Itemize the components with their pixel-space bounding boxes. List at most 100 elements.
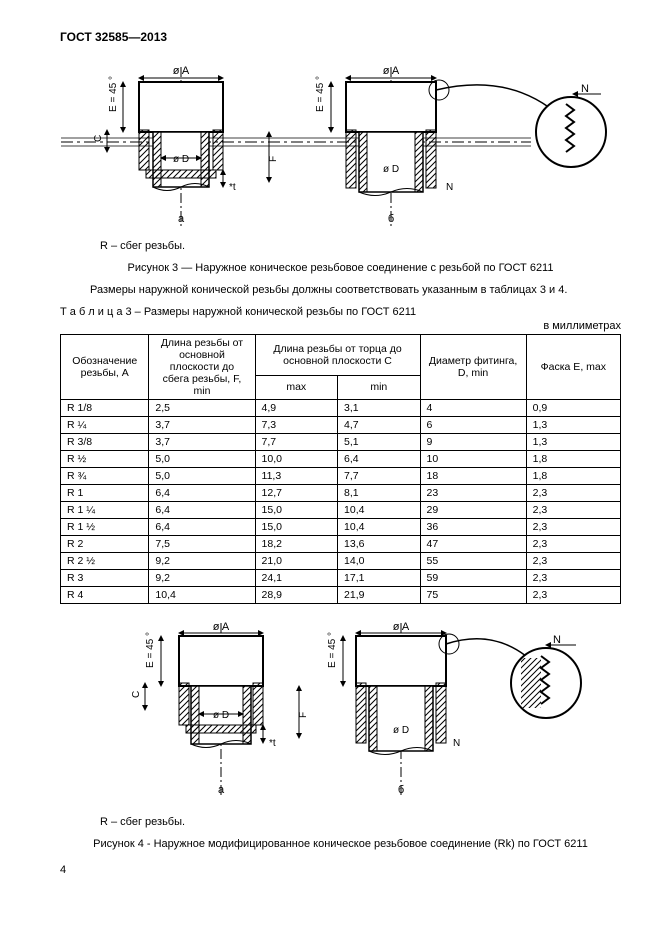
svg-text:E = 45 °: E = 45 °: [327, 632, 338, 668]
label-diaD: ø D: [172, 154, 188, 165]
table-cell: 2,3: [526, 553, 620, 570]
table-cell: 3,7: [149, 417, 255, 434]
table-cell: 2,3: [526, 536, 620, 553]
label-diaD-b: ø D: [382, 164, 398, 175]
table-cell: 36: [420, 519, 526, 536]
svg-text:*t: *t: [269, 738, 276, 749]
table-cell: 9,2: [149, 553, 255, 570]
table-cell: R 1 ¼: [61, 502, 149, 519]
table-cell: 0,9: [526, 400, 620, 417]
table-cell: R 1: [61, 485, 149, 502]
table-cell: 1,3: [526, 417, 620, 434]
svg-text:ø D: ø D: [392, 725, 408, 736]
table-row: R 27,518,213,6472,3: [61, 536, 621, 553]
table-cell: 7,5: [149, 536, 255, 553]
table-cell: 28,9: [255, 587, 338, 604]
th-f: Длина резьбы от основной плоскости до сб…: [149, 335, 255, 400]
table-row: R 3/83,77,75,191,3: [61, 434, 621, 451]
fig3-caption: Рисунок 3 — Наружное коническое резьбово…: [60, 262, 621, 274]
detail-n-label: N: [581, 83, 589, 95]
doc-header: ГОСТ 32585—2013: [60, 30, 621, 44]
th-cmax: max: [255, 375, 338, 399]
table-cell: 8,1: [338, 485, 421, 502]
body-text-1: Размеры наружной конической резьбы должн…: [90, 284, 621, 296]
table-cell: R 1 ½: [61, 519, 149, 536]
table-cell: 75: [420, 587, 526, 604]
table-cell: 2,3: [526, 570, 620, 587]
table-cell: 5,0: [149, 468, 255, 485]
table-cell: 6,4: [149, 502, 255, 519]
table-cell: 5,0: [149, 451, 255, 468]
table3-units: в миллиметрах: [60, 320, 621, 332]
table-cell: R ¾: [61, 468, 149, 485]
table-cell: R ¼: [61, 417, 149, 434]
table-cell: 15,0: [255, 519, 338, 536]
table-cell: 4,9: [255, 400, 338, 417]
table-cell: 23: [420, 485, 526, 502]
svg-text:ø A: ø A: [392, 621, 409, 633]
fig4-note: R – сбег резьбы.: [100, 816, 621, 828]
table-cell: 3,7: [149, 434, 255, 451]
table-row: R ¼3,77,34,761,3: [61, 417, 621, 434]
table-cell: R 4: [61, 587, 149, 604]
table-cell: 7,7: [255, 434, 338, 451]
label-e45: E = 45 °: [108, 76, 119, 112]
table-cell: 17,1: [338, 570, 421, 587]
svg-text:ø D: ø D: [212, 710, 228, 721]
table-cell: 2,3: [526, 587, 620, 604]
th-cmin: min: [338, 375, 421, 399]
table-cell: 6,4: [149, 485, 255, 502]
table-row: R 16,412,78,1232,3: [61, 485, 621, 502]
table-cell: R ½: [61, 451, 149, 468]
table-cell: 9: [420, 434, 526, 451]
table-cell: 6,4: [338, 451, 421, 468]
table-cell: 11,3: [255, 468, 338, 485]
table-cell: 5,1: [338, 434, 421, 451]
svg-text:N: N: [553, 634, 561, 646]
table-cell: 24,1: [255, 570, 338, 587]
table-cell: 18,2: [255, 536, 338, 553]
table-cell: 2,3: [526, 485, 620, 502]
table-cell: 10,0: [255, 451, 338, 468]
svg-text:ø A: ø A: [212, 621, 229, 633]
table-row: R 2 ½9,221,014,0552,3: [61, 553, 621, 570]
table-cell: R 2: [61, 536, 149, 553]
svg-text:F: F: [298, 712, 309, 718]
table-cell: 1,8: [526, 468, 620, 485]
label-n-b: N: [446, 182, 453, 193]
table-cell: 7,3: [255, 417, 338, 434]
label-diaA: ø A: [172, 65, 189, 77]
svg-text:C: C: [131, 691, 142, 698]
table-row: R 1 ¼6,415,010,4292,3: [61, 502, 621, 519]
table-row: R ¾5,011,37,7181,8: [61, 468, 621, 485]
label-f: F: [268, 156, 279, 162]
table-cell: 10,4: [149, 587, 255, 604]
table-cell: 21,9: [338, 587, 421, 604]
table-cell: 6,4: [149, 519, 255, 536]
table-cell: R 3: [61, 570, 149, 587]
table-cell: 4: [420, 400, 526, 417]
label-e45-b: E = 45 °: [315, 76, 326, 112]
table-cell: 18: [420, 468, 526, 485]
table-cell: 1,8: [526, 451, 620, 468]
fig4-caption: Рисунок 4 - Наружное модифицированное ко…: [60, 838, 621, 850]
table-cell: 9,2: [149, 570, 255, 587]
table-cell: 59: [420, 570, 526, 587]
figure-3: ø A ø D E = 45 ° C *t а F: [60, 62, 621, 232]
table-cell: 2,3: [526, 502, 620, 519]
label-c: C: [93, 135, 104, 142]
label-t: *t: [229, 182, 236, 193]
table-cell: 1,3: [526, 434, 620, 451]
table-cell: 4,7: [338, 417, 421, 434]
table-cell: R 3/8: [61, 434, 149, 451]
table-cell: 2,3: [526, 519, 620, 536]
table-cell: 47: [420, 536, 526, 553]
fig4-label-a: а: [217, 784, 224, 796]
table-cell: 2,5: [149, 400, 255, 417]
table-row: R 1 ½6,415,010,4362,3: [61, 519, 621, 536]
figure-4: ø A ø D E = 45 ° C *t а F: [60, 618, 621, 808]
page-number: 4: [60, 864, 621, 876]
svg-text:N: N: [453, 738, 460, 749]
label-diaA-b: ø A: [382, 65, 399, 77]
th-d: Диаметр фитинга, D, min: [420, 335, 526, 400]
